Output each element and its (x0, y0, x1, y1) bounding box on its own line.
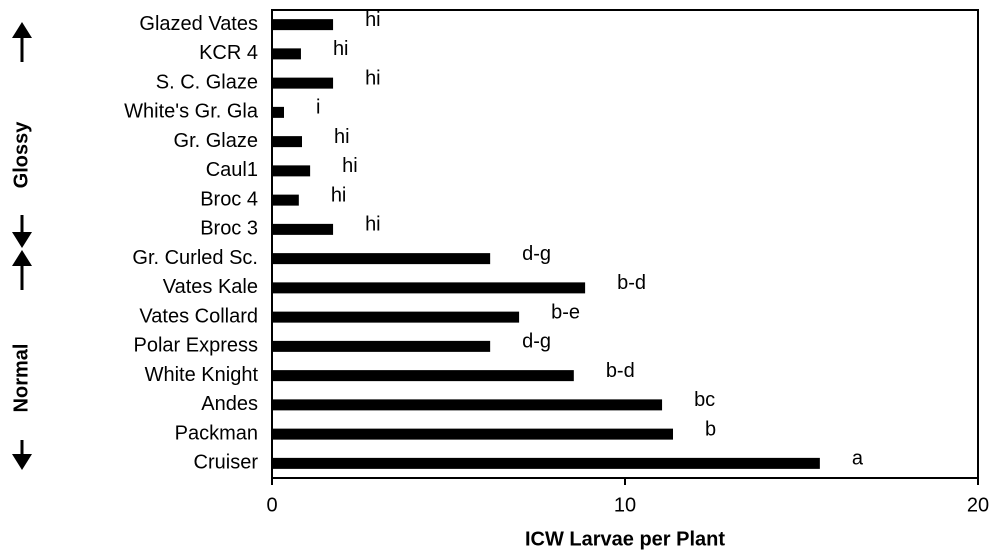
significance-letter: hi (365, 9, 381, 31)
significance-letter: hi (334, 126, 350, 148)
group-glossy: Glossy (10, 22, 32, 248)
significance-letter: d-g (522, 243, 551, 265)
bar (272, 253, 491, 265)
significance-letter: hi (342, 155, 358, 177)
bar (272, 428, 674, 440)
bar (272, 399, 663, 411)
bar (272, 311, 520, 323)
arrow-head (12, 250, 32, 266)
significance-letter: a (852, 448, 864, 470)
bar (272, 282, 586, 294)
significance-letter: b (705, 418, 716, 440)
significance-letter: b-e (551, 301, 580, 323)
group-label: Glossy (10, 121, 32, 189)
y-tick-label: Broc 4 (200, 188, 258, 210)
significance-letter: bc (694, 389, 715, 411)
significance-letter: hi (365, 67, 381, 89)
y-tick-label: Gr. Glaze (174, 130, 258, 152)
y-tick-label: Glazed Vates (139, 13, 258, 35)
y-tick-label: KCR 4 (199, 42, 258, 64)
group-normal: Normal (10, 250, 32, 470)
arrow-head (12, 22, 32, 38)
bar (272, 340, 491, 352)
y-tick-label: White Knight (145, 364, 259, 386)
y-tick-label: Vates Collard (139, 305, 258, 327)
x-tick-label: 20 (967, 494, 989, 516)
bar (272, 370, 574, 382)
y-tick-label: Broc 3 (200, 218, 258, 240)
significance-letter: i (316, 97, 320, 119)
bar (272, 457, 820, 469)
y-tick-label: White's Gr. Gla (124, 101, 259, 123)
y-tick-label: Cruiser (194, 452, 259, 474)
bar (272, 106, 285, 118)
significance-letter: hi (365, 214, 381, 236)
bar (272, 136, 303, 148)
y-tick-label: S. C. Glaze (156, 71, 258, 93)
y-tick-label: Packman (175, 422, 258, 444)
y-tick-label: Andes (201, 393, 258, 415)
significance-letter: b-d (617, 272, 646, 294)
significance-letter: d-g (522, 331, 551, 353)
bar (272, 48, 301, 60)
group-label: Normal (10, 344, 32, 413)
bar (272, 77, 334, 89)
y-tick-label: Gr. Curled Sc. (132, 247, 258, 269)
bar (272, 194, 299, 206)
y-tick-label: Polar Express (134, 335, 259, 357)
x-tick-label: 10 (614, 494, 636, 516)
significance-letter: hi (331, 184, 347, 206)
arrow-head (12, 454, 32, 470)
bar (272, 19, 334, 31)
x-tick-label: 0 (266, 494, 277, 516)
y-tick-label: Vates Kale (163, 276, 258, 298)
significance-letter: b-d (606, 360, 635, 382)
arrow-head (12, 232, 32, 248)
significance-letter: hi (333, 38, 349, 60)
bar (272, 223, 334, 235)
y-tick-label: Caul1 (206, 159, 258, 181)
bar (272, 165, 311, 177)
x-axis-label: ICW Larvae per Plant (525, 528, 725, 550)
